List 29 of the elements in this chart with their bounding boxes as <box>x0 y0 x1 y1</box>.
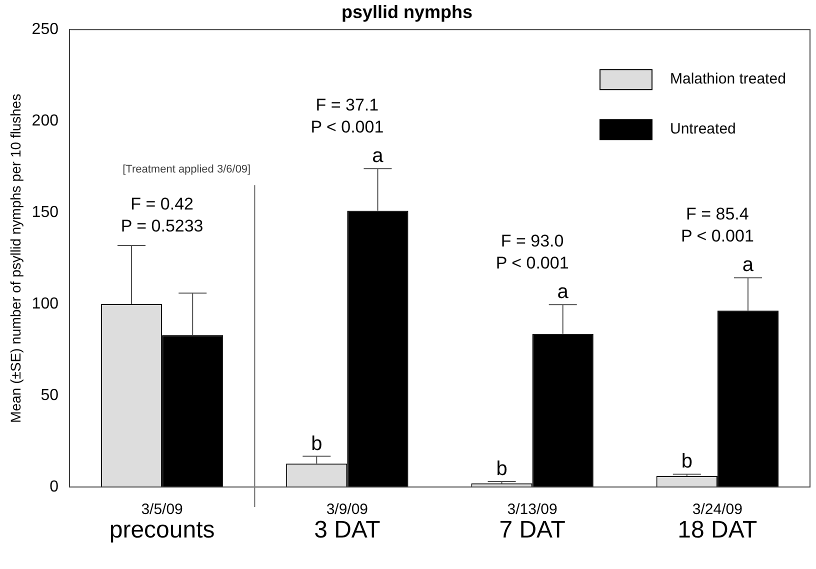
data-label: b <box>681 450 692 473</box>
y-tick-label: 250 <box>32 21 59 38</box>
annotation: F = 0.42 P = 0.5233 <box>120 194 204 236</box>
text: 18 DAT <box>678 516 758 544</box>
chart-title: psyllid nymphs <box>341 2 473 22</box>
data-label: b <box>311 432 322 455</box>
annotation: [Treatment applied 3/6/09] <box>122 164 251 176</box>
annotation: F = 85.4 P < 0.001 <box>680 204 754 246</box>
text: precounts <box>109 516 215 544</box>
data-label: a <box>557 281 570 304</box>
x-tick-label: 3/24/09 <box>692 501 742 518</box>
y-tick-label: 0 <box>50 478 59 496</box>
y-tick-label: 100 <box>32 295 59 312</box>
data-label: a <box>742 254 754 276</box>
data-label: b <box>496 458 508 480</box>
y-axis-title: Mean (±SE) number of psyllid nymphs per 10 flushes <box>7 94 24 423</box>
text: 7 DAT <box>499 516 566 544</box>
text: 3 DAT <box>314 516 381 544</box>
legend-label: Untreated <box>670 120 736 138</box>
y-tick-label: 200 <box>32 112 59 130</box>
data-label: a <box>372 145 384 168</box>
y-tick-label: 50 <box>40 386 59 404</box>
y-tick-label: 150 <box>32 204 59 221</box>
x-tick-label: 3/5/09 <box>141 501 183 518</box>
annotation: F = 93.0 P < 0.001 <box>496 232 569 273</box>
annotation: F = 37.1 P < 0.001 <box>310 96 384 137</box>
x-tick-label: 3/9/09 <box>326 501 368 518</box>
legend-label: Malathion treated <box>670 70 786 88</box>
x-tick-label: 3/13/09 <box>507 501 558 518</box>
